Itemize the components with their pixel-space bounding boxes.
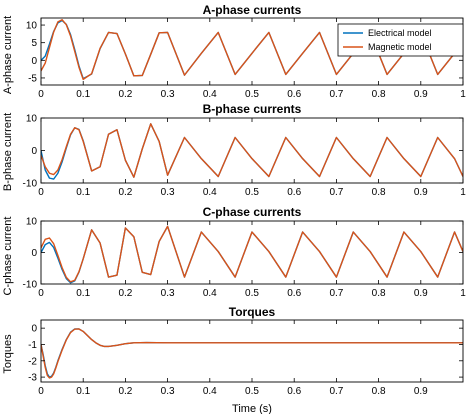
x-tick-label: 0.6 (287, 187, 301, 198)
x-tick-label: 0 (38, 89, 44, 100)
x-tick-label: 0.1 (76, 89, 90, 100)
x-tick-label: 0.3 (161, 89, 175, 100)
series-line (41, 123, 463, 178)
y-axis-label: C-phase current (2, 217, 14, 296)
x-tick-label: 0.7 (329, 187, 343, 198)
x-tick-label: 0.5 (245, 386, 259, 397)
x-tick-label: 0.4 (203, 89, 217, 100)
y-tick-label: 0 (31, 56, 37, 67)
y-tick-label: -10 (23, 179, 38, 190)
x-tick-label: 0.3 (161, 187, 175, 198)
x-tick-label: 1 (460, 187, 466, 198)
legend-entry: Electrical model (368, 28, 432, 38)
x-tick-label: 1 (460, 89, 466, 100)
x-tick-label: 0.2 (118, 386, 132, 397)
series-line (41, 328, 463, 379)
x-tick-label: 0.9 (414, 386, 428, 397)
x-tick-label: 0 (38, 386, 44, 397)
x-tick-label: 0.5 (245, 187, 259, 198)
y-tick-label: -10 (23, 280, 38, 291)
chart-title: C-phase currents (203, 205, 302, 219)
subplot-a-phase: A-phase currents A-phase current 0 0.1 0.2… (2, 3, 466, 100)
x-tick-label: 0.6 (287, 288, 301, 299)
x-tick-label: 0.2 (118, 288, 132, 299)
x-tick-label: 0.8 (372, 386, 386, 397)
x-tick-label: 0.6 (287, 89, 301, 100)
x-tick-label: 0.5 (245, 288, 259, 299)
y-tick-label: -5 (28, 73, 37, 84)
x-tick-label: 0.7 (329, 288, 343, 299)
x-tick-label: 0.9 (414, 187, 428, 198)
x-tick-label: 0.1 (76, 187, 90, 198)
y-axis-label: B-phase current (2, 113, 14, 191)
x-tick-label: 0.1 (76, 386, 90, 397)
x-tick-label: 0.6 (287, 386, 301, 397)
x-tick-label: 0.5 (245, 89, 259, 100)
plot-area: 0 0.1 0.2 0.3 0.4 0.5 0.6 0.7 0.8 0.9 -3 -2 -1 0 (28, 319, 464, 397)
x-tick-label: 0 (38, 187, 44, 198)
plot-background (41, 320, 463, 382)
x-tick-label: 0.2 (118, 187, 132, 198)
plot-background (41, 221, 463, 284)
x-axis-label: Time (s) (232, 403, 272, 414)
x-tick-label: 0.4 (203, 288, 217, 299)
y-tick-label: 10 (26, 217, 38, 228)
x-tick-label: 0 (38, 288, 44, 299)
subplot-torques: Torques Torques 0 0.1 0.2 0.3 0.4 0.5 0.6 0.7 0.… (2, 305, 464, 414)
chart-title: B-phase currents (203, 102, 302, 116)
x-tick-label: 0.7 (329, 89, 343, 100)
y-tick-label: 10 (26, 114, 38, 125)
y-tick-label: 10 (26, 21, 38, 32)
plot-background (41, 118, 463, 183)
x-tick-label: 0.4 (203, 386, 217, 397)
y-tick-label: -3 (28, 373, 37, 384)
y-axis-label: Torques (2, 334, 14, 374)
y-tick-label: 0 (31, 324, 37, 335)
y-tick-label: -1 (28, 340, 37, 351)
legend: Electrical model Magnetic model (337, 23, 464, 57)
x-tick-label: 0.3 (161, 288, 175, 299)
x-tick-label: 0.2 (118, 89, 132, 100)
x-tick-label: 0.3 (161, 386, 175, 397)
x-tick-label: 1 (460, 288, 466, 299)
x-tick-label: 0.9 (414, 288, 428, 299)
x-tick-label: 0.8 (372, 187, 386, 198)
x-tick-label: 0.8 (372, 89, 386, 100)
chart-title: Torques (229, 305, 276, 319)
subplot-c-phase: C-phase currents C-phase current 0 0.1 0.2… (2, 205, 466, 299)
chart-title: A-phase currents (203, 3, 302, 17)
y-axis-label: A-phase current (2, 16, 14, 94)
y-tick-label: 5 (31, 38, 37, 49)
series-line (41, 225, 463, 283)
x-tick-label: 0.8 (372, 288, 386, 299)
subplot-b-phase: B-phase currents B-phase current 0 0.1 0.2… (2, 102, 466, 198)
legend-box (337, 23, 464, 57)
x-tick-label: 0.1 (76, 288, 90, 299)
x-tick-label: 0.7 (329, 386, 343, 397)
y-tick-label: -2 (28, 356, 37, 367)
y-tick-label: 0 (31, 146, 37, 157)
legend-entry: Magnetic model (368, 42, 432, 52)
y-tick-label: 0 (31, 248, 37, 259)
x-tick-label: 0.4 (203, 187, 217, 198)
x-tick-label: 0.9 (414, 89, 428, 100)
